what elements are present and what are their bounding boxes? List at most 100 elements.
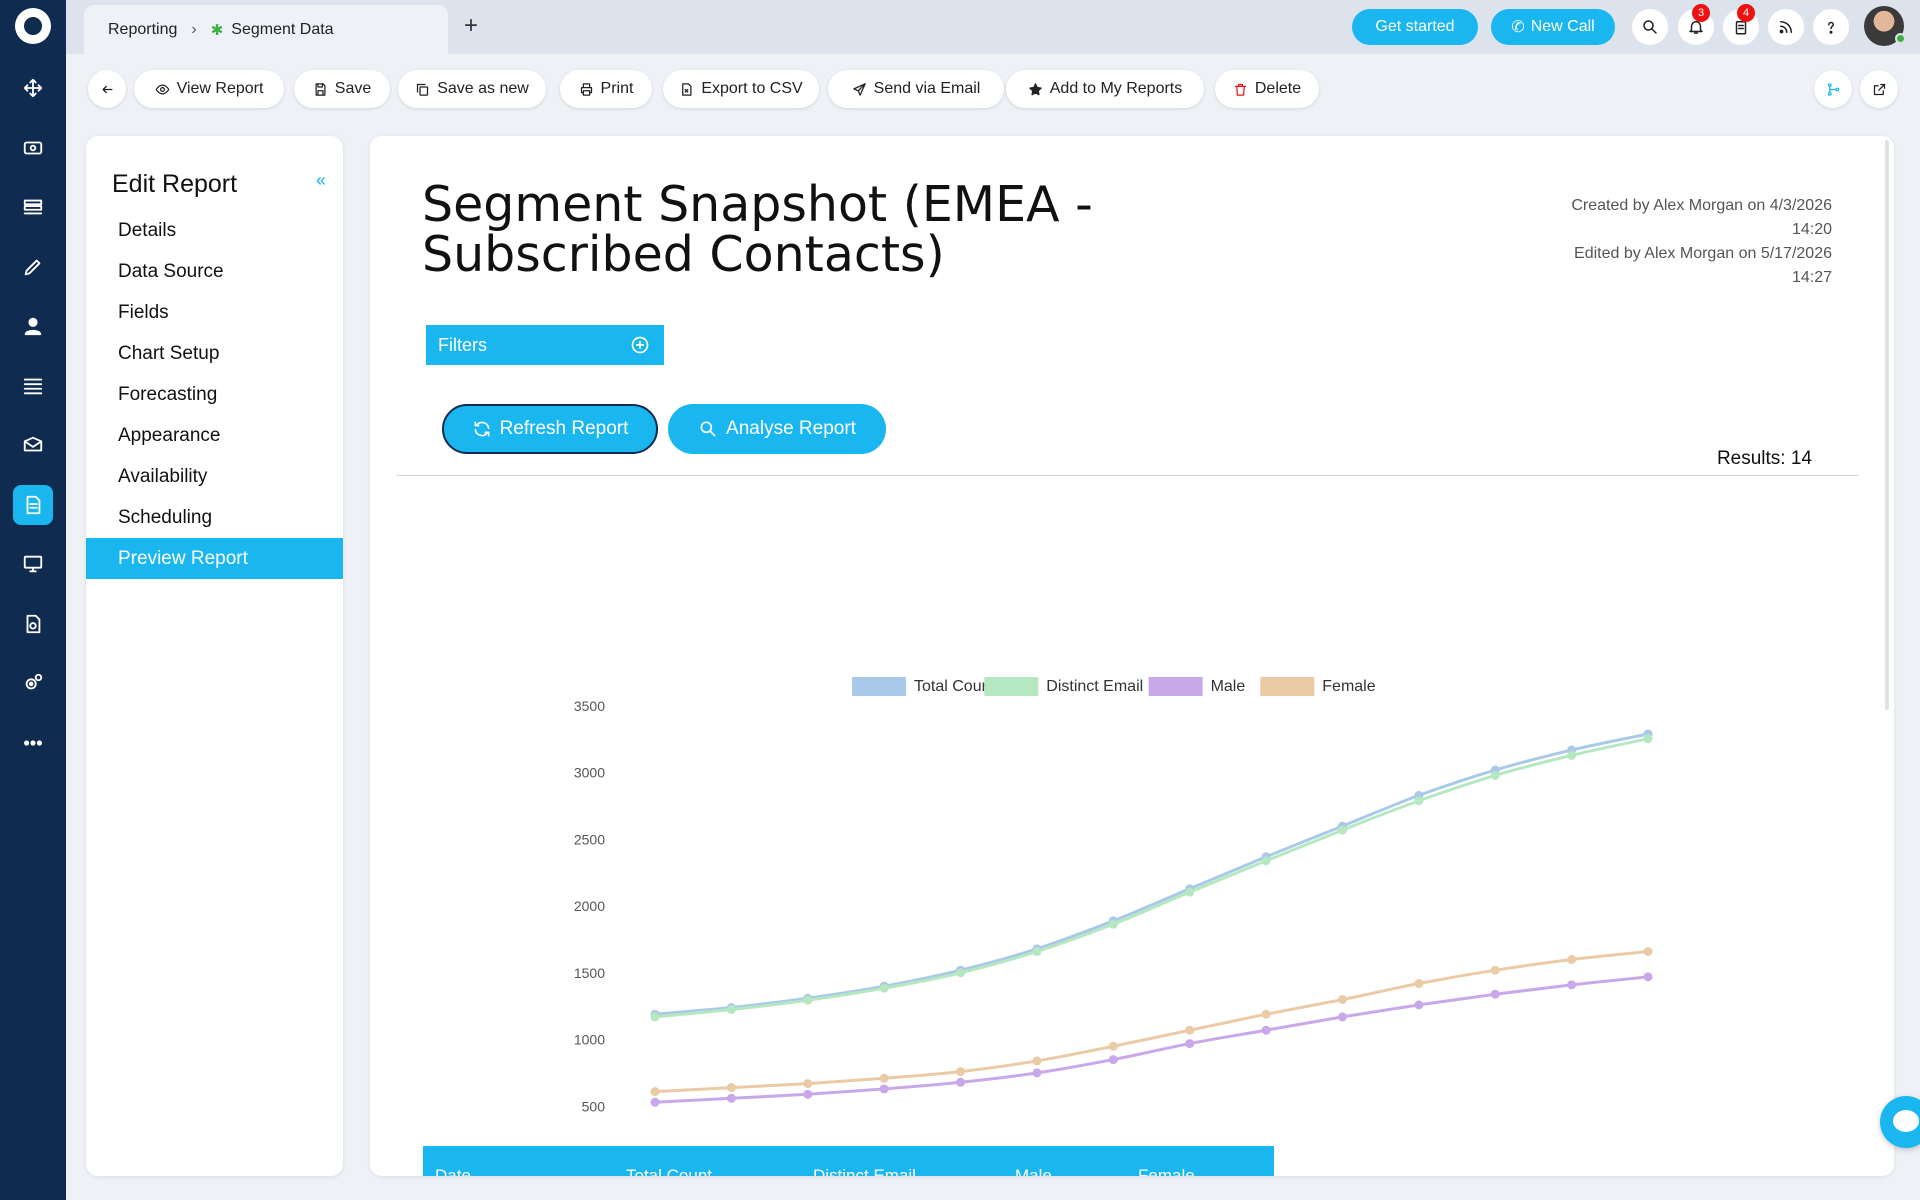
feed-button[interactable]: [1768, 9, 1804, 45]
data-point[interactable]: [956, 1067, 966, 1077]
sidebar-item-details[interactable]: Details: [118, 219, 177, 241]
plus-circle-icon[interactable]: [630, 335, 650, 355]
sidebar-item-data-source[interactable]: Data Source: [118, 260, 224, 282]
data-point[interactable]: [650, 1087, 660, 1097]
document-search-icon[interactable]: [13, 604, 53, 644]
data-point[interactable]: [1108, 919, 1118, 929]
app-logo[interactable]: [15, 8, 51, 44]
monitor-icon[interactable]: [13, 544, 53, 584]
add-tab-button[interactable]: +: [464, 12, 479, 39]
chat-widget-button[interactable]: [1880, 1096, 1920, 1148]
sidebar-item-preview-report[interactable]: Preview Report: [86, 538, 343, 579]
data-point[interactable]: [650, 1012, 660, 1022]
tasks-button[interactable]: 4: [1723, 4, 1759, 45]
data-point[interactable]: [879, 1073, 889, 1083]
data-point[interactable]: [879, 1084, 889, 1094]
collapse-icon[interactable]: «: [316, 170, 327, 190]
data-point[interactable]: [1643, 734, 1653, 744]
refresh-report-button[interactable]: Refresh Report: [442, 404, 658, 454]
data-point[interactable]: [1490, 965, 1500, 975]
breadcrumb-root[interactable]: Reporting: [108, 20, 178, 38]
back-button[interactable]: [88, 70, 126, 108]
save-button[interactable]: Save: [294, 70, 390, 108]
table-header-distinct-email[interactable]: Distinct Email: [813, 1166, 916, 1176]
send-email-button[interactable]: Send via Email: [828, 70, 1004, 108]
reports-icon[interactable]: [13, 484, 53, 525]
data-point[interactable]: [726, 1083, 736, 1093]
data-point[interactable]: [1108, 1055, 1118, 1065]
data-point[interactable]: [1414, 1000, 1424, 1010]
data-point[interactable]: [1337, 995, 1347, 1005]
save-as-new-button[interactable]: Save as new: [398, 70, 546, 108]
data-point[interactable]: [1490, 770, 1500, 780]
data-point[interactable]: [650, 1097, 660, 1107]
analyse-report-button[interactable]: Analyse Report: [668, 404, 886, 454]
data-point[interactable]: [1261, 1009, 1271, 1019]
notifications-button[interactable]: 3: [1678, 4, 1714, 45]
data-point[interactable]: [1414, 796, 1424, 806]
open-external-button[interactable]: [1860, 70, 1898, 108]
series-line: [654, 975, 1649, 1104]
data-point[interactable]: [1032, 947, 1042, 957]
filters-bar[interactable]: Filters: [426, 325, 664, 365]
menu-lines-icon[interactable]: [13, 366, 53, 406]
data-point[interactable]: [1108, 1041, 1118, 1051]
delete-button[interactable]: Delete: [1215, 70, 1319, 108]
pencil-icon[interactable]: [13, 247, 53, 287]
data-point[interactable]: [1032, 1068, 1042, 1078]
add-to-my-reports-button[interactable]: Add to My Reports: [1006, 70, 1204, 108]
data-point[interactable]: [803, 1079, 813, 1089]
data-point[interactable]: [726, 1093, 736, 1103]
data-point[interactable]: [726, 1005, 736, 1015]
scrollbar[interactable]: [1885, 140, 1889, 710]
avatar[interactable]: [1864, 6, 1906, 46]
user-icon[interactable]: [13, 306, 53, 346]
data-point[interactable]: [1643, 972, 1653, 982]
view-report-button[interactable]: View Report: [134, 70, 284, 108]
sidebar-item-chart-setup[interactable]: Chart Setup: [118, 342, 220, 364]
data-point[interactable]: [803, 995, 813, 1005]
settings-icon[interactable]: [13, 663, 53, 703]
export-csv-button[interactable]: Export to CSV: [663, 70, 819, 108]
data-point[interactable]: [1490, 989, 1500, 999]
data-point[interactable]: [1643, 947, 1653, 957]
sidebar-item-scheduling[interactable]: Scheduling: [118, 506, 213, 528]
sidebar-item-forecasting[interactable]: Forecasting: [118, 383, 218, 405]
sidebar-item-availability[interactable]: Availability: [118, 465, 208, 487]
data-point[interactable]: [879, 983, 889, 993]
data-point[interactable]: [956, 1077, 966, 1087]
data-point[interactable]: [956, 968, 966, 978]
print-button[interactable]: Print: [560, 70, 652, 108]
move-icon[interactable]: [13, 68, 53, 108]
data-point[interactable]: [1337, 1012, 1347, 1022]
more-icon[interactable]: [13, 723, 53, 763]
data-point[interactable]: [1567, 750, 1577, 760]
mail-icon[interactable]: [13, 425, 53, 465]
workflow-button[interactable]: [1814, 70, 1852, 108]
table-header-male[interactable]: Male: [1015, 1166, 1052, 1176]
sidebar-item-fields[interactable]: Fields: [118, 301, 169, 323]
data-point[interactable]: [1185, 1039, 1195, 1049]
tab-segment-data[interactable]: Reporting › ✱ Segment Data: [84, 5, 448, 54]
data-point[interactable]: [1337, 825, 1347, 835]
data-point[interactable]: [1567, 980, 1577, 990]
sidebar-item-appearance[interactable]: Appearance: [118, 424, 221, 446]
table-header-female[interactable]: Female: [1138, 1166, 1195, 1176]
data-point[interactable]: [1414, 979, 1424, 989]
new-call-button[interactable]: ✆ New Call: [1491, 9, 1615, 45]
data-point[interactable]: [803, 1089, 813, 1099]
get-started-button[interactable]: Get started: [1352, 9, 1478, 45]
table-header-date[interactable]: Date: [435, 1166, 471, 1176]
edit-report-sidebar: Edit Report « Details Data Source Fields…: [86, 136, 343, 1176]
table-header-total-count[interactable]: Total Count: [626, 1166, 712, 1176]
data-point[interactable]: [1032, 1056, 1042, 1066]
data-point[interactable]: [1185, 887, 1195, 897]
money-icon[interactable]: [13, 128, 53, 168]
search-button[interactable]: [1632, 9, 1668, 45]
data-point[interactable]: [1185, 1025, 1195, 1035]
data-point[interactable]: [1261, 1025, 1271, 1035]
data-point[interactable]: [1567, 955, 1577, 965]
data-point[interactable]: [1261, 856, 1271, 866]
list-icon[interactable]: [13, 187, 53, 227]
help-button[interactable]: [1813, 9, 1849, 45]
